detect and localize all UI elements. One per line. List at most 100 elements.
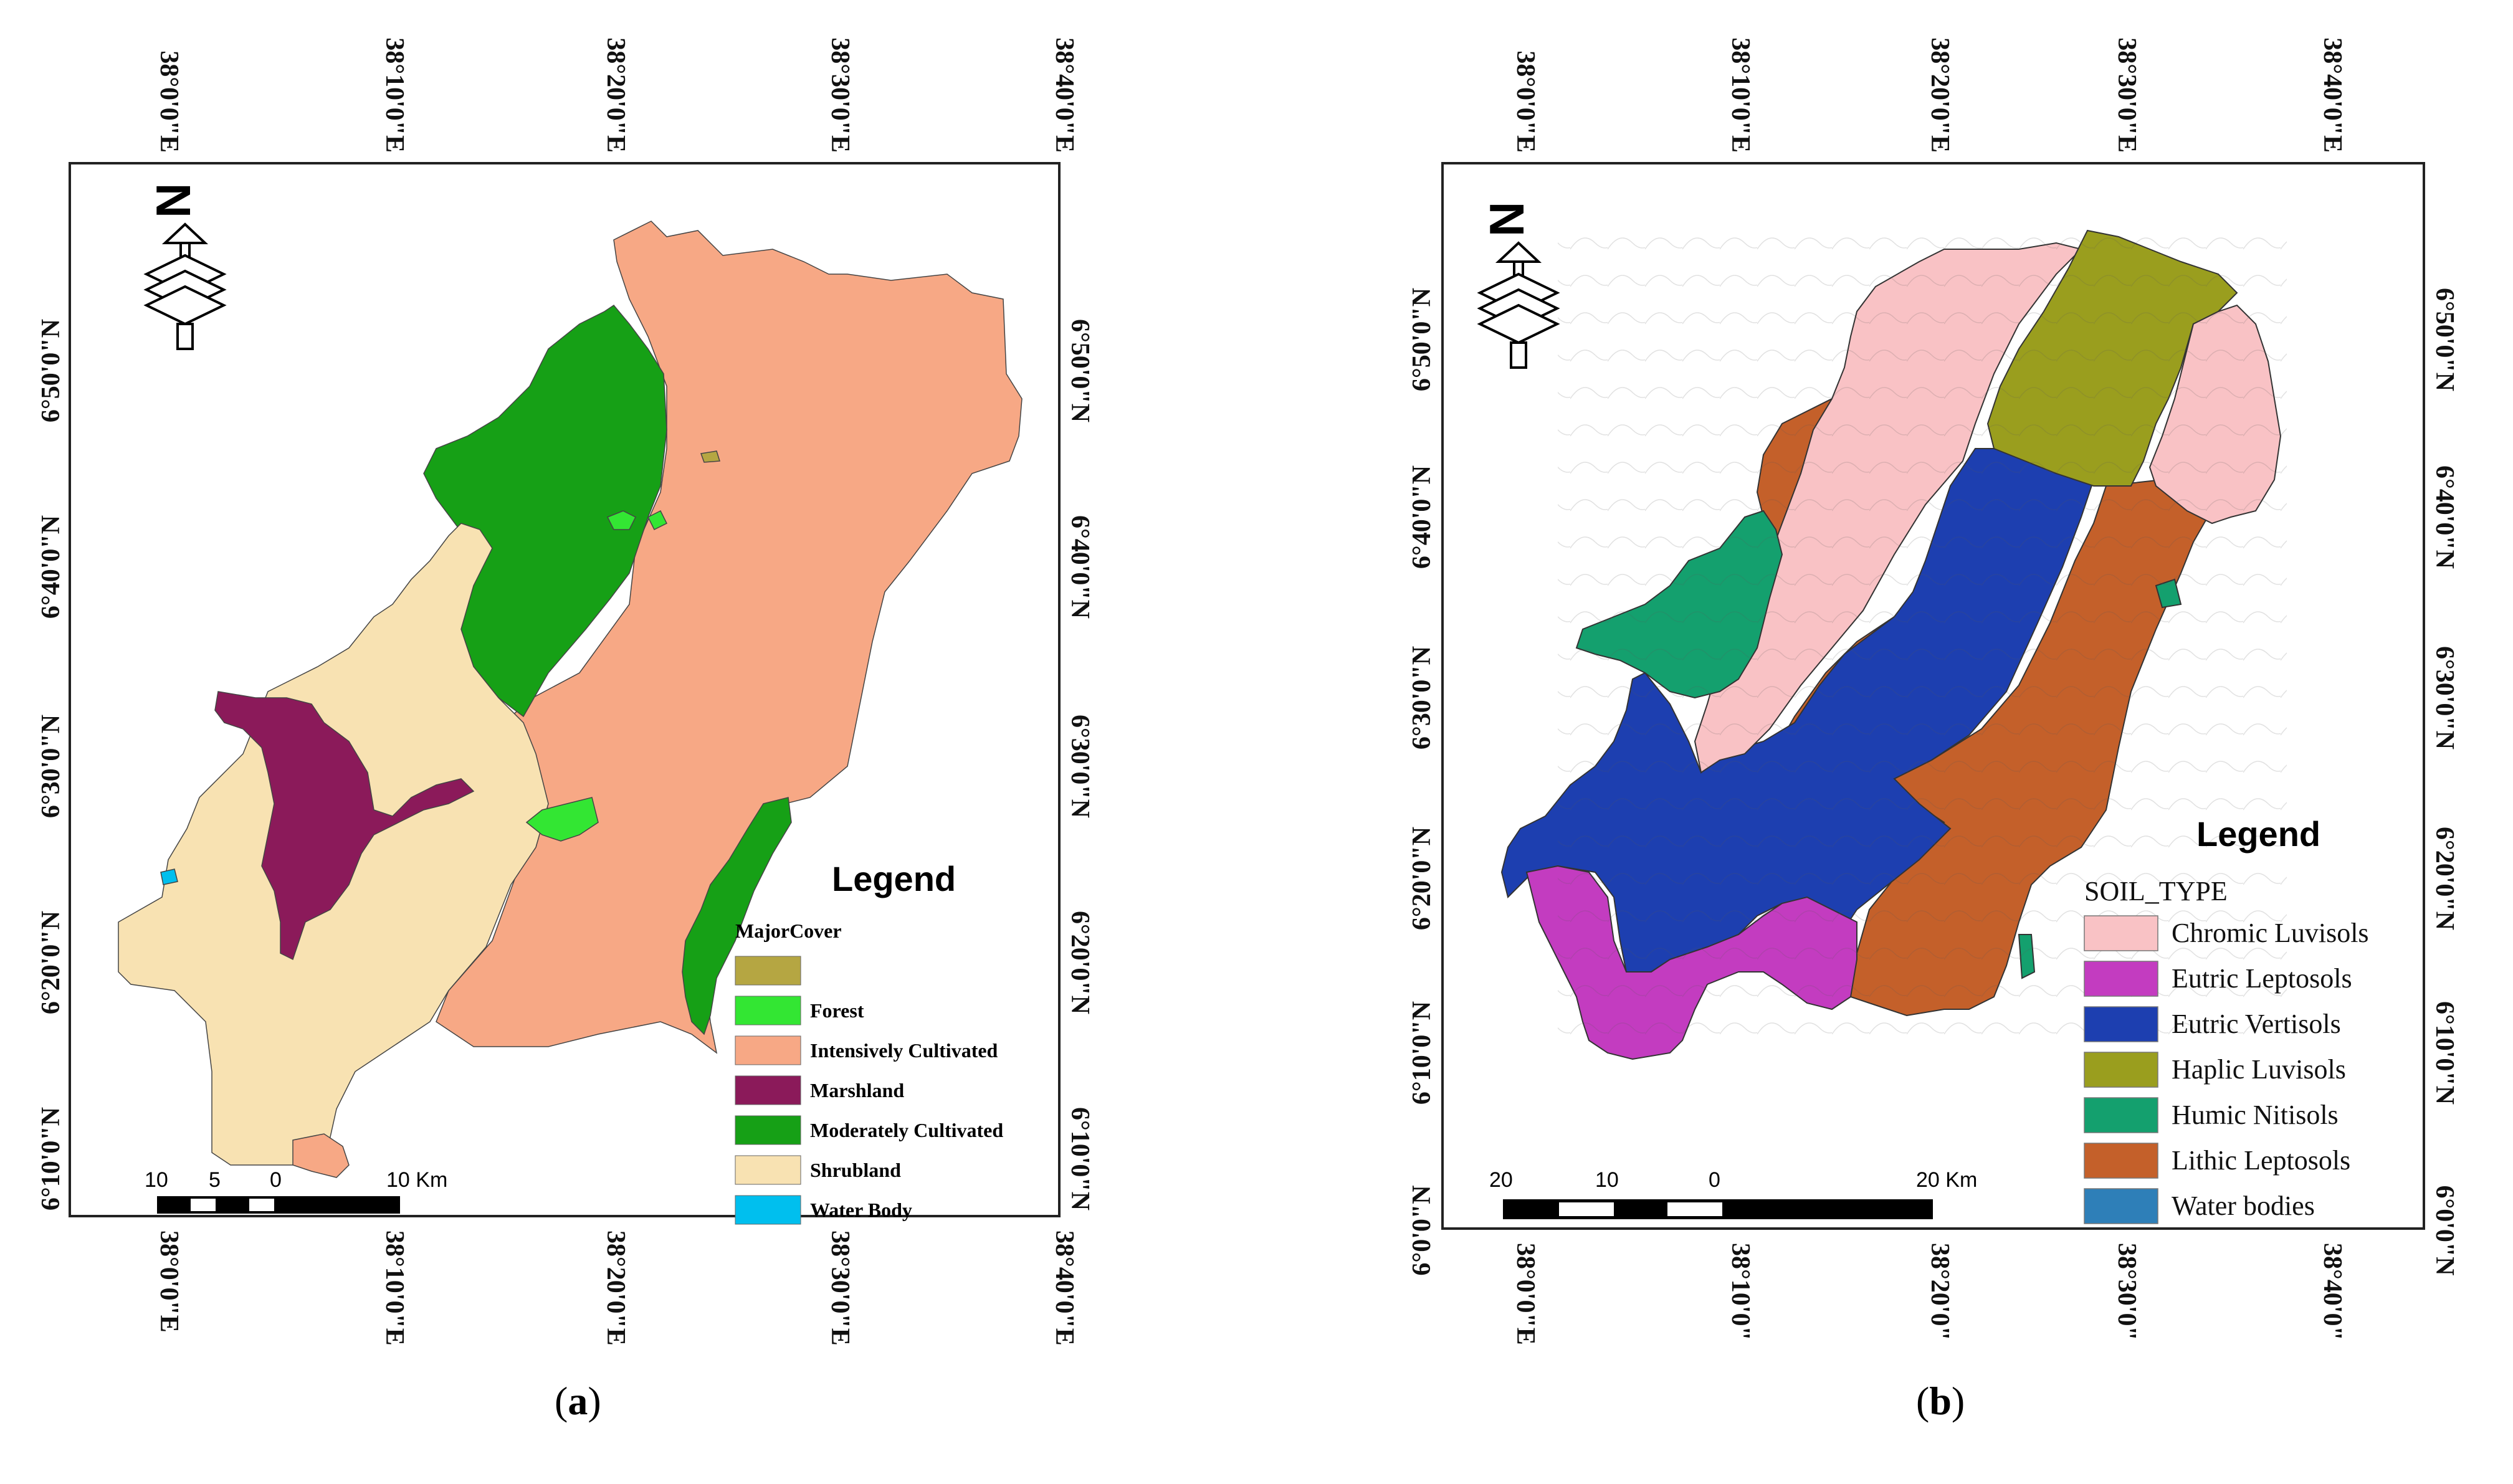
coordinate-tick-label: 38°10'0"E [380, 1230, 409, 1346]
legend-swatch [735, 956, 801, 986]
legend-item-label: Water Body [810, 1199, 912, 1221]
scale-label-4: 20 Km [1916, 1168, 1977, 1192]
coordinate-tick-label: 38°20'0"E [1925, 37, 1954, 153]
coordinate-tick-label: 6°50'0"N [1066, 319, 1094, 422]
region-moderately-cultivated-north [423, 305, 667, 718]
legend-subtitle: SOIL_TYPE [2084, 876, 2228, 906]
region-forest-north-1 [606, 510, 637, 530]
region-moderately-cultivated-east [682, 797, 792, 1035]
legend-swatch [2084, 961, 2158, 997]
coordinate-tick-label: 6°30'0"N [2430, 646, 2459, 749]
legend-item-label: Chromic Luvisols [2172, 918, 2369, 948]
coordinate-tick-label: 6°40'0"N [37, 515, 65, 619]
legend-swatch [735, 1035, 801, 1065]
coordinate-tick-label: 6°0'0"N [2430, 1185, 2459, 1275]
coordinate-tick-label: 38°0'0"E [1511, 1243, 1540, 1345]
legend-swatch [735, 996, 801, 1025]
coordinate-tick-label: 6°30'0"N [1066, 715, 1094, 818]
scale-label-1: 10 [145, 1168, 168, 1192]
legend-panel-b: Legend SOIL_TYPE Chromic Luvisols Eutric … [2084, 814, 2369, 1224]
coordinate-tick-label: 6°10'0"N [1066, 1107, 1094, 1211]
caption-a-close: ) [588, 1379, 601, 1423]
coordinate-tick-label: 38°30'0"E [2112, 37, 2141, 153]
coordinate-tick-label: 38°20'0" [1925, 1243, 1954, 1341]
coordinate-ticks-panel-a: 38°0'0"E 38°10'0"E 38°20'0"E 38°30'0"E 38°40… [37, 37, 1094, 1346]
legend-title: Legend [832, 859, 956, 898]
coordinate-tick-label: 38°20'0"E [601, 37, 630, 153]
caption-b-open: ( [1916, 1379, 1929, 1423]
legend-item-label: Forest [810, 999, 864, 1022]
coordinate-tick-label: 38°40'0"E [1050, 1230, 1079, 1346]
coordinate-tick-label: 6°20'0"N [1066, 911, 1094, 1014]
coordinate-tick-label: 38°30'0" [2112, 1243, 2141, 1341]
coordinate-tick-label: 6°30'0"N [1408, 646, 1436, 749]
legend-swatch [2084, 1143, 2158, 1179]
scale-label-2: 10 [1595, 1168, 1619, 1192]
coordinate-tick-label: 6°10'0"N [2430, 1001, 2459, 1105]
legend-item-label: Eutric Leptosols [2172, 963, 2352, 994]
north-arrow-icon: N [1477, 202, 1560, 369]
coordinate-tick-label: 38°10'0"E [1726, 37, 1755, 153]
legend-item-label: Marshland [810, 1079, 904, 1101]
coordinate-tick-label: 6°20'0"N [2430, 827, 2459, 930]
scale-label-1: 20 [1489, 1168, 1513, 1192]
coordinate-tick-label: 38°0'0"E [155, 50, 183, 153]
legend-swatch [2084, 1188, 2158, 1224]
legend-item-label: Haplic Luvisols [2172, 1054, 2346, 1085]
coordinate-tick-label: 6°50'0"N [2430, 288, 2459, 391]
region-olive-patch [700, 450, 720, 463]
coordinate-tick-label: 6°30'0"N [37, 715, 65, 818]
coordinate-tick-label: 6°20'0"N [1408, 827, 1436, 930]
coordinate-tick-label: 38°30'0"E [826, 37, 854, 153]
legend-panel-a: Legend MajorCover Forest Intensively Cult… [735, 859, 1003, 1225]
caption-a-letter: a [568, 1379, 588, 1423]
caption-b: (b) [1916, 1379, 1965, 1423]
coordinate-tick-label: 6°0'0"N [1408, 1185, 1436, 1275]
scale-label-4: 10 Km [386, 1168, 447, 1192]
coordinate-tick-label: 38°0'0"E [1511, 50, 1540, 153]
legend-item-label: Intensively Cultivated [810, 1039, 998, 1062]
coordinate-tick-label: 6°50'0"N [37, 319, 65, 422]
region-humic-nitisols-south [2018, 934, 2036, 979]
coordinate-tick-label: 38°40'0" [2318, 1243, 2347, 1341]
panel-b-soil-type-map: N Legend SOIL_TYPE Chromic Luvisols Eutri… [1408, 37, 2459, 1423]
scale-label-3: 0 [270, 1168, 282, 1192]
scale-bar-panel-b: 20 10 0 20 Km [1489, 1168, 1977, 1219]
caption-a-open: ( [555, 1379, 568, 1423]
region-marshland [214, 691, 475, 961]
coordinate-tick-label: 6°40'0"N [2430, 465, 2459, 569]
region-forest-north-2 [647, 510, 668, 531]
caption-b-letter: b [1929, 1379, 1952, 1423]
scale-label-2: 5 [209, 1168, 221, 1192]
svg-text:N: N [1479, 202, 1534, 237]
coordinate-tick-label: 38°20'0"E [601, 1230, 630, 1346]
legend-item-label: Moderately Cultivated [810, 1119, 1003, 1141]
north-arrow-icon: N [143, 183, 227, 350]
coordinate-tick-label: 38°10'0" [1726, 1243, 1755, 1341]
scale-label-3: 0 [1709, 1168, 1720, 1192]
legend-item-label: Eutric Vertisols [2172, 1009, 2341, 1039]
coordinate-tick-label: 38°30'0"E [826, 1230, 854, 1346]
legend-swatch [735, 1195, 801, 1225]
region-water-body [160, 868, 178, 885]
coordinate-ticks-panel-b: 38°0'0"E 38°10'0"E 38°20'0"E 38°30'0"E 38°40… [1408, 37, 2459, 1345]
legend-item-label: Lithic Leptosols [2172, 1145, 2350, 1176]
coordinate-tick-label: 38°40'0"E [1050, 37, 1079, 153]
legend-title: Legend [2196, 814, 2320, 854]
coordinate-tick-label: 6°10'0"N [1408, 1001, 1436, 1105]
coordinate-tick-label: 6°50'0"N [1408, 288, 1436, 391]
legend-swatch [735, 1155, 801, 1185]
legend-item-label: Shrubland [810, 1159, 901, 1181]
legend-item-label: Water bodies [2172, 1191, 2315, 1221]
legend-swatch [735, 1115, 801, 1145]
legend-swatch [2084, 1097, 2158, 1133]
coordinate-tick-label: 6°40'0"N [1408, 465, 1436, 569]
legend-subtitle: MajorCover [735, 920, 842, 942]
legend-swatch [2084, 915, 2158, 951]
caption-b-close: ) [1952, 1379, 1965, 1423]
legend-item-label: Humic Nitisols [2172, 1100, 2339, 1130]
legend-swatch [2084, 1052, 2158, 1088]
coordinate-tick-label: 38°0'0"E [155, 1230, 183, 1333]
svg-text:N: N [146, 183, 201, 218]
